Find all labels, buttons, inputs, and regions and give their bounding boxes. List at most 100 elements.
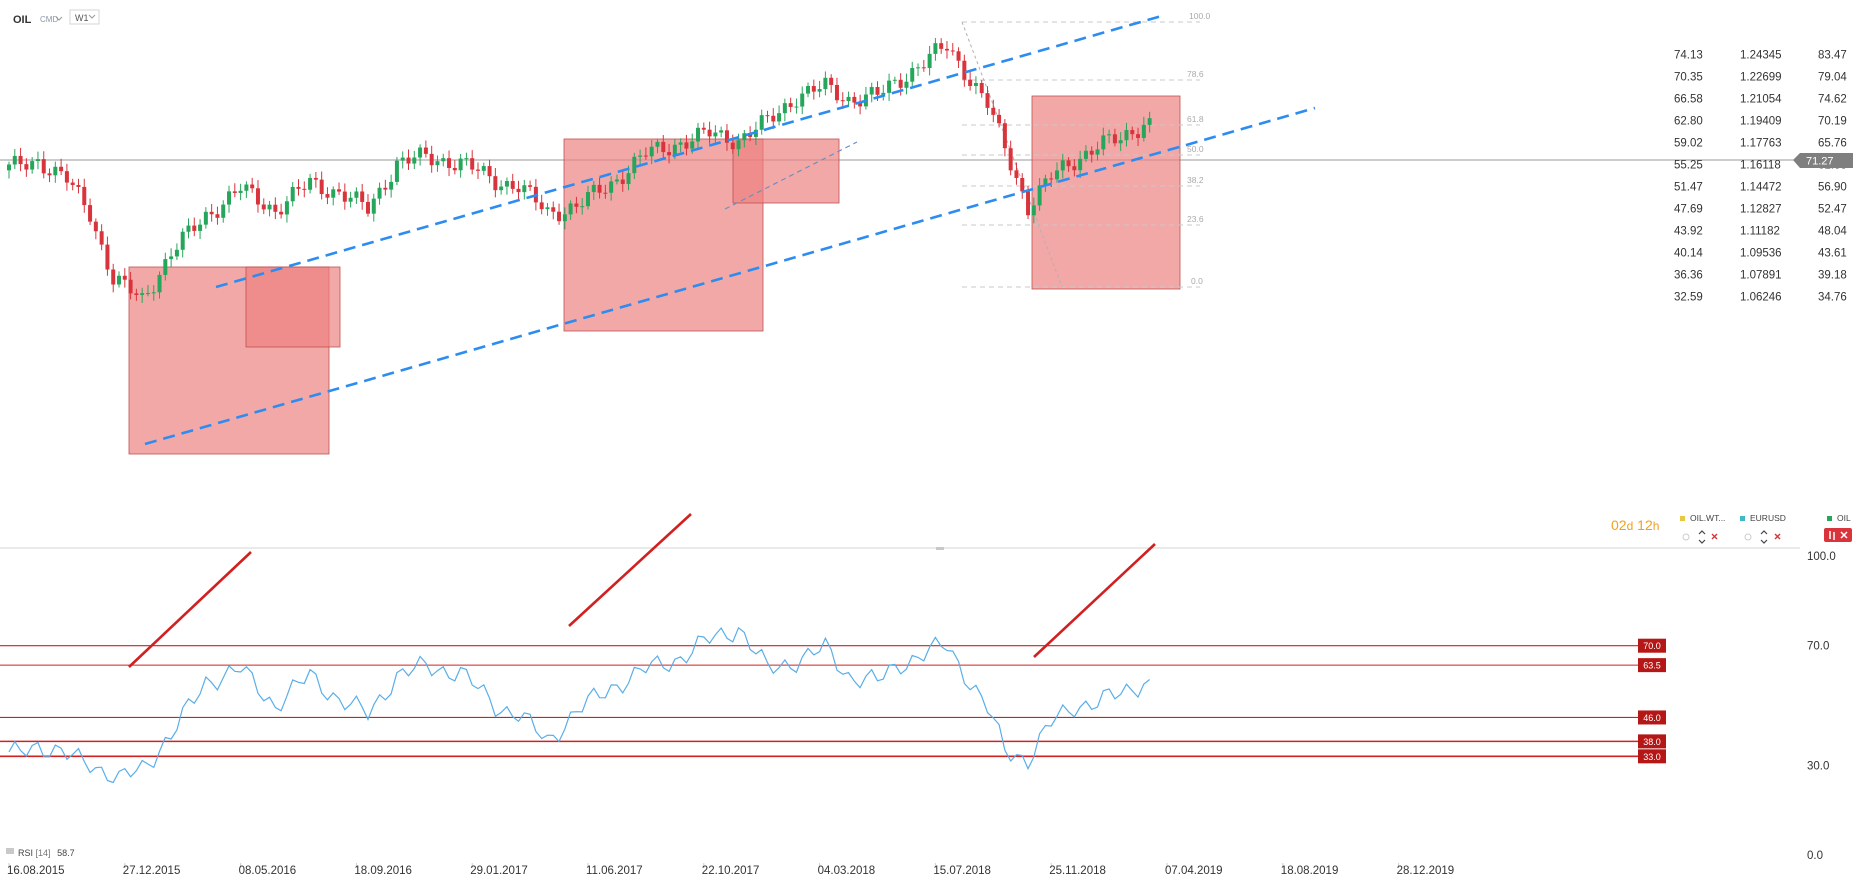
price-zone[interactable]: [732, 138, 840, 204]
candle[interactable]: [93, 218, 98, 240]
candle[interactable]: [255, 180, 260, 213]
candle[interactable]: [927, 45, 932, 76]
candle[interactable]: [82, 178, 87, 213]
candle[interactable]: [383, 179, 388, 196]
candle[interactable]: [267, 200, 272, 217]
candle[interactable]: [522, 179, 527, 200]
candle[interactable]: [1107, 129, 1112, 144]
eye-icon[interactable]: [1682, 533, 1690, 541]
candle[interactable]: [811, 79, 816, 100]
candle[interactable]: [655, 138, 660, 154]
candle[interactable]: [76, 178, 81, 194]
candle[interactable]: [157, 271, 162, 299]
candle[interactable]: [435, 155, 440, 172]
candle[interactable]: [499, 180, 504, 195]
candle[interactable]: [829, 74, 834, 93]
candle[interactable]: [1008, 140, 1013, 176]
candle[interactable]: [342, 183, 347, 210]
candle[interactable]: [250, 177, 255, 193]
candle[interactable]: [545, 202, 550, 216]
candle[interactable]: [1072, 159, 1077, 177]
channel-line[interactable]: [215, 13, 1166, 289]
candle[interactable]: [568, 200, 573, 220]
candle[interactable]: [997, 108, 1002, 128]
candle[interactable]: [1136, 127, 1141, 146]
candle[interactable]: [1078, 150, 1083, 179]
candle[interactable]: [348, 191, 353, 208]
indicator-settings-icon[interactable]: [6, 848, 14, 854]
candle[interactable]: [696, 122, 701, 150]
candle[interactable]: [557, 203, 562, 225]
candle[interactable]: [649, 139, 654, 165]
candle[interactable]: [273, 197, 278, 220]
candle[interactable]: [238, 183, 243, 201]
candle[interactable]: [887, 73, 892, 101]
candle[interactable]: [667, 143, 672, 164]
candle[interactable]: [429, 145, 434, 173]
candle[interactable]: [365, 194, 370, 217]
candle[interactable]: [209, 204, 214, 222]
candle[interactable]: [198, 219, 203, 240]
rsi-trendline[interactable]: [1033, 543, 1156, 658]
candle[interactable]: [227, 185, 232, 213]
candle[interactable]: [64, 163, 69, 191]
candle[interactable]: [1037, 178, 1042, 211]
candle[interactable]: [863, 86, 868, 110]
candle[interactable]: [117, 271, 122, 288]
symbol-label[interactable]: OIL: [13, 14, 32, 26]
candle[interactable]: [806, 82, 811, 98]
candle[interactable]: [580, 198, 585, 215]
candle[interactable]: [313, 171, 318, 188]
candle[interactable]: [452, 160, 457, 175]
candle[interactable]: [70, 178, 75, 191]
candle[interactable]: [493, 168, 498, 198]
candle[interactable]: [771, 108, 776, 129]
candle[interactable]: [777, 105, 782, 126]
candle[interactable]: [574, 196, 579, 214]
candle[interactable]: [163, 252, 168, 281]
candle[interactable]: [609, 176, 614, 201]
candle[interactable]: [858, 94, 863, 115]
candle[interactable]: [24, 158, 29, 177]
candle[interactable]: [1083, 145, 1088, 162]
candle[interactable]: [614, 174, 619, 185]
candle[interactable]: [713, 125, 718, 144]
candle[interactable]: [620, 171, 625, 192]
candle[interactable]: [817, 80, 822, 98]
candle[interactable]: [1054, 162, 1059, 183]
close-icon[interactable]: [1840, 531, 1848, 539]
channel-line[interactable]: [144, 106, 1316, 446]
candle[interactable]: [319, 171, 324, 200]
rsi-trendline[interactable]: [128, 551, 252, 668]
candle[interactable]: [128, 271, 133, 300]
candle[interactable]: [985, 86, 990, 115]
candle[interactable]: [244, 181, 249, 198]
candle[interactable]: [794, 98, 799, 114]
candle[interactable]: [869, 82, 874, 103]
candle[interactable]: [35, 151, 40, 170]
candle[interactable]: [458, 153, 463, 178]
legend-item-oil-wti[interactable]: OIL.WT...: [1680, 513, 1725, 544]
panel-resize-handle[interactable]: [936, 547, 944, 550]
candle[interactable]: [551, 201, 556, 220]
candle[interactable]: [1118, 132, 1123, 152]
source-dropdown-chevron-icon[interactable]: [55, 16, 63, 21]
candle[interactable]: [192, 217, 197, 237]
candle[interactable]: [337, 182, 342, 195]
candle[interactable]: [504, 177, 509, 195]
candle[interactable]: [846, 91, 851, 107]
candle[interactable]: [516, 180, 521, 200]
candle[interactable]: [1147, 111, 1152, 133]
candle[interactable]: [973, 76, 978, 95]
candle[interactable]: [904, 73, 909, 95]
candle[interactable]: [412, 150, 417, 170]
candle[interactable]: [261, 198, 266, 215]
candle[interactable]: [643, 147, 648, 160]
candle[interactable]: [719, 126, 724, 138]
candle[interactable]: [678, 138, 683, 153]
candle[interactable]: [12, 149, 17, 170]
candle[interactable]: [638, 149, 643, 165]
candle[interactable]: [475, 162, 480, 179]
candle[interactable]: [1101, 127, 1106, 156]
candle[interactable]: [406, 149, 411, 170]
